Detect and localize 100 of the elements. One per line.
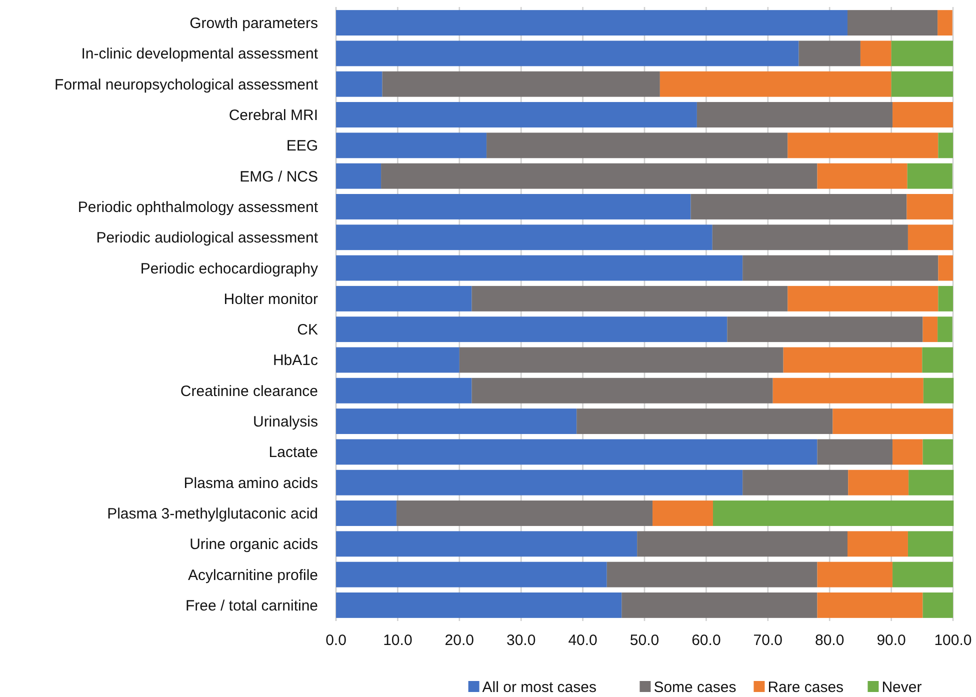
bar (472, 378, 773, 404)
legend-label: Never (882, 678, 922, 696)
bar (892, 439, 923, 465)
y-tick-label: EEG (286, 138, 318, 155)
bar (660, 71, 892, 97)
bar (788, 132, 938, 158)
x-tick-label: 90.0 (876, 632, 906, 649)
bar (938, 255, 953, 281)
bar (336, 194, 691, 220)
bar (336, 408, 577, 434)
legend-label: All or most cases (482, 678, 597, 696)
bar (336, 40, 799, 66)
x-tick-label: 60.0 (692, 632, 721, 649)
x-tick-label: 80.0 (815, 632, 844, 649)
bar (938, 132, 953, 158)
bar (892, 562, 953, 588)
bar (606, 562, 818, 588)
x-tick-label: 100.0 (934, 632, 972, 649)
bar (938, 286, 953, 312)
bar (742, 255, 938, 281)
y-tick-label: Periodic audiological assessment (96, 230, 319, 247)
bar (922, 439, 953, 465)
bar (923, 378, 954, 404)
legend-label: Some cases (654, 678, 736, 696)
y-tick-label: In-clinic developmental assessment (81, 46, 319, 63)
bar (486, 132, 788, 158)
bar (336, 132, 487, 158)
bar (690, 194, 907, 220)
bar (817, 439, 893, 465)
bar (938, 316, 952, 342)
y-tick-label: Formal neuropsychological assessment (54, 76, 319, 94)
x-tick-label: 50.0 (630, 632, 660, 649)
bar (396, 500, 653, 526)
bar (336, 10, 848, 36)
bar (336, 500, 396, 526)
bar (891, 71, 953, 97)
bar (576, 408, 833, 434)
bar (742, 470, 848, 496)
bar (336, 592, 622, 618)
bar (832, 408, 953, 434)
y-tick-label: EMG / NCS (240, 168, 318, 186)
legend-label: Rare cases (768, 678, 844, 696)
bar (336, 562, 607, 588)
bar (381, 163, 818, 189)
bar (336, 255, 743, 281)
bar (459, 347, 784, 373)
y-tick-label: Creatinine clearance (180, 382, 318, 400)
bar (908, 531, 953, 557)
bar (336, 439, 818, 465)
bar (922, 347, 953, 373)
bar (798, 40, 860, 66)
bar (336, 286, 472, 312)
bar (847, 531, 908, 557)
y-tick-label: CK (297, 322, 318, 339)
bar (892, 102, 953, 128)
bar (817, 562, 893, 588)
bar (847, 10, 938, 36)
bar (336, 224, 712, 250)
bar (336, 531, 638, 557)
y-tick-label: Urinalysis (252, 414, 318, 431)
bar (336, 378, 472, 404)
bar (922, 316, 938, 342)
bar (788, 286, 938, 312)
bar (472, 286, 788, 312)
bar (817, 592, 923, 618)
bar (891, 40, 953, 66)
bar (382, 71, 660, 97)
x-tick-label: 70.0 (753, 632, 782, 649)
y-tick-label: Acylcarnitine profile (188, 566, 318, 584)
bar (336, 163, 382, 189)
bar (906, 194, 953, 220)
bar (727, 316, 923, 342)
y-tick-label: Periodic echocardiography (140, 260, 318, 278)
bar (336, 347, 460, 373)
x-tick-label: 10.0 (383, 632, 412, 649)
y-tick-label: Urine organic acids (190, 536, 318, 554)
bar (637, 531, 848, 557)
bar (848, 470, 909, 496)
bar (652, 500, 713, 526)
bar (336, 71, 382, 97)
bar (922, 592, 953, 618)
bar (622, 592, 818, 618)
x-tick-label: 30.0 (506, 632, 536, 649)
y-tick-label: Cerebral MRI (228, 107, 318, 124)
bar (907, 163, 952, 189)
bar (938, 10, 952, 36)
bar (860, 40, 892, 66)
x-tick-label: 0.0 (326, 632, 346, 649)
y-tick-label: Plasma amino acids (184, 474, 318, 492)
bar (712, 500, 954, 526)
bar (336, 470, 743, 496)
y-tick-label: Plasma 3-methylglutaconic acid (107, 506, 318, 522)
bar (336, 102, 697, 128)
bar (783, 347, 922, 373)
y-tick-label: HbA1c (272, 352, 318, 370)
bar (817, 163, 908, 189)
bar (712, 224, 908, 250)
bar (696, 102, 893, 128)
bar (908, 470, 954, 496)
y-tick-label: Growth parameters (190, 15, 318, 32)
